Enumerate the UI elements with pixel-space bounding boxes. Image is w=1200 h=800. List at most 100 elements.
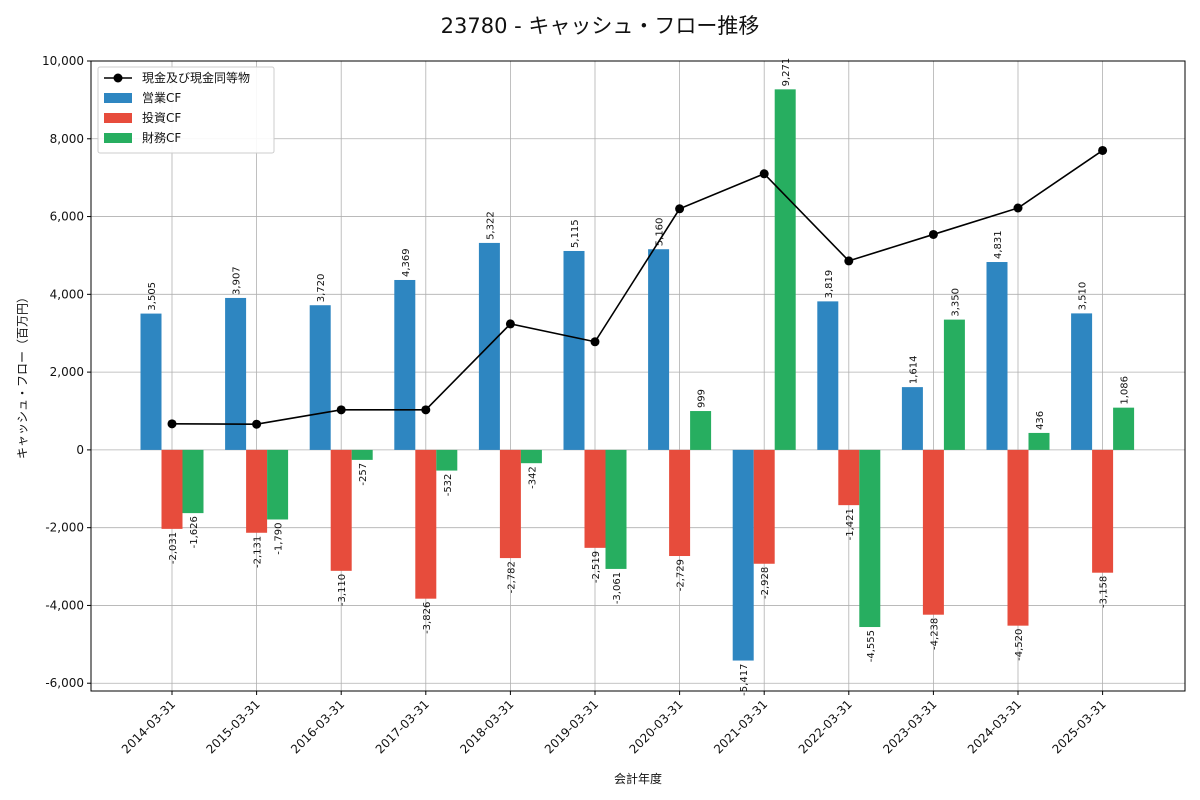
data-label: 5,322 <box>485 211 496 240</box>
bar <box>478 242 500 450</box>
bar <box>246 449 268 533</box>
bar <box>774 89 796 450</box>
data-label: -1,421 <box>845 508 856 540</box>
bar <box>140 313 162 450</box>
y-tick-label: 10,000 <box>42 54 84 68</box>
data-label: 3,505 <box>147 282 158 311</box>
x-tick-label: 2023-03-31 <box>880 697 939 756</box>
legend-label: 投資CF <box>142 110 181 125</box>
bar <box>669 449 691 557</box>
line-point <box>590 337 600 347</box>
line-point <box>336 405 346 415</box>
data-label: 1,614 <box>908 355 919 384</box>
line-point <box>421 405 431 415</box>
data-label: 5,160 <box>655 218 666 247</box>
data-label: 436 <box>1035 411 1046 430</box>
y-tick-label: 6,000 <box>50 210 84 224</box>
data-label: 999 <box>697 389 708 408</box>
data-label: -2,131 <box>253 536 264 568</box>
bar <box>690 411 712 450</box>
bar <box>520 449 542 464</box>
bar <box>1071 313 1093 450</box>
data-label: 5,115 <box>570 219 581 248</box>
legend-swatch <box>104 113 132 123</box>
legend-marker <box>113 73 123 83</box>
data-label: -1,790 <box>274 523 285 555</box>
legend-label: 現金及び現金同等物 <box>142 70 250 85</box>
line-point <box>675 204 685 214</box>
data-label: -257 <box>358 463 369 486</box>
data-label: -2,729 <box>676 559 687 591</box>
data-label: 3,510 <box>1078 282 1089 311</box>
legend-box <box>97 66 275 154</box>
bar <box>838 449 860 506</box>
x-tick-label: 2021-03-31 <box>711 697 770 756</box>
data-label: -4,520 <box>1014 629 1025 661</box>
bar <box>753 449 775 564</box>
data-label: -4,238 <box>929 618 940 650</box>
data-label: -3,061 <box>612 572 623 604</box>
line-point <box>928 229 938 239</box>
bar <box>1092 449 1114 573</box>
bar <box>436 449 458 471</box>
bar <box>182 449 204 514</box>
x-tick-label: 2019-03-31 <box>542 697 601 756</box>
line-point <box>844 256 854 266</box>
x-tick-label: 2022-03-31 <box>796 697 855 756</box>
data-label: 3,907 <box>232 266 243 295</box>
data-label: -3,110 <box>337 574 348 606</box>
bar <box>1007 449 1029 626</box>
data-label: 3,720 <box>316 274 327 303</box>
bar <box>267 449 289 520</box>
y-tick-label: -2,000 <box>45 521 84 535</box>
bar <box>584 449 606 548</box>
x-tick-label: 2016-03-31 <box>288 697 347 756</box>
bar <box>309 305 331 450</box>
bar <box>415 449 437 599</box>
bar <box>351 449 373 460</box>
bar <box>922 449 944 615</box>
data-label: -2,519 <box>591 551 602 583</box>
x-tick-label: 2014-03-31 <box>119 697 178 756</box>
data-label: -532 <box>443 474 454 497</box>
x-tick-label: 2015-03-31 <box>204 697 263 756</box>
legend-label: 営業CF <box>142 91 181 105</box>
data-label: -1,626 <box>189 516 200 548</box>
data-label: -2,782 <box>506 561 517 593</box>
data-label: 9,271 <box>781 58 792 87</box>
data-label: 4,831 <box>993 230 1004 259</box>
line-point <box>167 419 177 429</box>
bar <box>330 449 352 571</box>
bar <box>161 449 183 529</box>
line-point <box>1098 145 1108 155</box>
line-point <box>505 319 515 329</box>
bar <box>648 249 670 450</box>
bar <box>943 319 965 450</box>
bar <box>986 262 1008 450</box>
data-label: -2,031 <box>168 532 179 564</box>
line-point <box>252 419 262 429</box>
legend-swatch <box>104 133 132 143</box>
data-label: 4,369 <box>401 248 412 277</box>
bar <box>901 387 923 450</box>
bar <box>394 279 416 450</box>
data-label: -342 <box>527 466 538 489</box>
y-tick-label: 2,000 <box>50 365 84 379</box>
bar <box>563 250 585 450</box>
y-tick-label: -6,000 <box>45 676 84 690</box>
bar <box>732 449 754 661</box>
data-label: -2,928 <box>760 567 771 599</box>
y-tick-label: 4,000 <box>50 287 84 301</box>
data-label: -4,555 <box>866 630 877 662</box>
data-label: 3,350 <box>950 288 961 317</box>
data-label: -3,158 <box>1099 576 1110 608</box>
data-label: 3,819 <box>824 270 835 299</box>
bar <box>1113 407 1135 450</box>
x-tick-label: 2025-03-31 <box>1050 697 1109 756</box>
y-axis-label: キャッシュ・フロー（百万円） <box>15 290 30 460</box>
bar <box>1028 432 1050 450</box>
bar <box>605 449 627 569</box>
bar <box>859 449 881 628</box>
